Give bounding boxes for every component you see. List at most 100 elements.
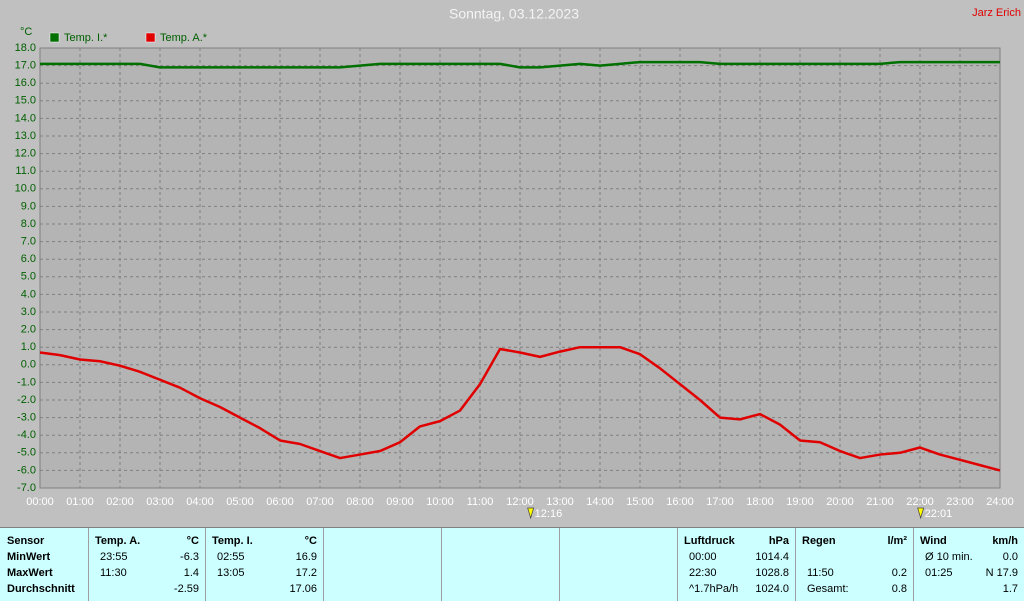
- y-tick-label: 11.0: [15, 165, 36, 177]
- table-cell: 0.0: [1002, 551, 1018, 563]
- y-tick-label: 0.0: [21, 359, 36, 371]
- y-tick-label: -5.0: [17, 447, 36, 459]
- separator: [795, 528, 796, 601]
- table-cell: 01:25: [925, 567, 953, 579]
- table-cell: 16.9: [295, 551, 317, 563]
- table-cell: Temp. A.: [95, 535, 141, 547]
- table-cell: 1024.0: [755, 583, 789, 595]
- y-tick-label: 12.0: [15, 148, 36, 160]
- y-tick-label: 5.0: [21, 271, 36, 283]
- table-cell: Gesamt:: [807, 583, 849, 595]
- separator: [677, 528, 678, 601]
- legend-label: Temp. I.*: [64, 32, 108, 44]
- y-tick-label: -3.0: [17, 412, 36, 424]
- x-tick-label: 08:00: [346, 496, 374, 508]
- y-tick-label: 10.0: [15, 183, 36, 195]
- x-tick-label: 11:00: [467, 496, 494, 508]
- table-cell: Wind: [920, 535, 947, 547]
- table-cell: Luftdruck: [684, 535, 735, 547]
- y-tick-label: 17.0: [15, 60, 36, 72]
- y-tick-label: 3.0: [21, 306, 36, 318]
- separator: [913, 528, 914, 601]
- x-tick-label: 03:00: [146, 496, 174, 508]
- table-cell: MinWert: [7, 551, 51, 563]
- x-tick-label: 21:00: [866, 496, 894, 508]
- time-marker-label: 22:01: [925, 508, 953, 520]
- table-cell: 22:30: [689, 567, 717, 579]
- table-cell: ^1.7hPa/h: [689, 583, 739, 595]
- y-tick-label: 4.0: [21, 288, 36, 300]
- y-axis-label: °C: [20, 26, 32, 38]
- time-marker-label: 12:16: [535, 508, 563, 520]
- table-cell: 17.2: [295, 567, 317, 579]
- x-tick-label: 17:00: [706, 496, 734, 508]
- separator: [88, 528, 89, 601]
- y-tick-label: 18.0: [15, 42, 36, 54]
- separator: [323, 528, 324, 601]
- table-cell: 23:55: [100, 551, 128, 563]
- y-tick-label: -7.0: [17, 482, 36, 494]
- table-cell: 0.2: [891, 567, 907, 579]
- separator: [559, 528, 560, 601]
- table-cell: 13:05: [217, 567, 245, 579]
- x-tick-label: 02:00: [106, 496, 134, 508]
- table-cell: 00:00: [689, 551, 717, 563]
- table-cell: 1.7: [1002, 583, 1018, 595]
- x-tick-label: 16:00: [666, 496, 694, 508]
- x-tick-label: 04:00: [186, 496, 214, 508]
- legend-label: Temp. A.*: [160, 32, 208, 44]
- y-tick-label: -6.0: [17, 464, 36, 476]
- x-tick-label: 05:00: [226, 496, 254, 508]
- x-tick-label: 19:00: [786, 496, 814, 508]
- table-cell: 11:30: [100, 567, 127, 579]
- stats-table: Sensor MinWert MaxWert Durchschnitt Temp. A.…: [0, 527, 1024, 601]
- legend-swatch: [49, 32, 60, 43]
- table-cell: Durchschnitt: [7, 583, 75, 595]
- y-tick-label: 9.0: [21, 200, 36, 212]
- separator: [205, 528, 206, 601]
- table-cell: -2.59: [173, 583, 199, 595]
- table-cell: l/m²: [887, 535, 907, 547]
- y-tick-label: -4.0: [17, 429, 36, 441]
- table-cell: 02:55: [217, 551, 245, 563]
- x-tick-label: 13:00: [546, 496, 574, 508]
- y-tick-label: 16.0: [15, 77, 36, 89]
- table-cell: °C: [186, 535, 199, 547]
- table-cell: 1.4: [183, 567, 199, 579]
- legend-swatch: [145, 32, 156, 43]
- time-marker: [917, 507, 925, 520]
- chart-title: Sonntag, 03.12.2023: [449, 6, 579, 22]
- x-tick-label: 15:00: [626, 496, 654, 508]
- y-tick-label: -2.0: [17, 394, 36, 406]
- table-cell: °C: [304, 535, 317, 547]
- table-cell: Ø 10 min.: [925, 551, 973, 563]
- y-tick-label: -1.0: [17, 376, 36, 388]
- y-tick-label: 13.0: [15, 130, 36, 142]
- table-cell: 1028.8: [755, 567, 789, 579]
- table-cell: Sensor: [7, 535, 45, 547]
- y-tick-label: 6.0: [21, 253, 36, 265]
- y-tick-label: 1.0: [21, 341, 36, 353]
- x-tick-label: 18:00: [746, 496, 774, 508]
- table-cell: Regen: [802, 535, 836, 547]
- table-cell: 1014.4: [755, 551, 789, 563]
- x-tick-label: 12:00: [506, 496, 534, 508]
- chart: Sonntag, 03.12.2023 Jarz Erich °C 18.0 17…: [15, 6, 1021, 520]
- author: Jarz Erich: [972, 7, 1021, 19]
- x-tick-label: 23:00: [946, 496, 974, 508]
- x-tick-label: 00:00: [26, 496, 54, 508]
- x-tick-label: 24:00: [986, 496, 1014, 508]
- x-tick-label: 14:00: [586, 496, 614, 508]
- table-cell: km/h: [992, 535, 1018, 547]
- table-cell: N 17.9: [985, 567, 1018, 579]
- x-tick-label: 22:00: [906, 496, 934, 508]
- table-cell: 0.8: [891, 583, 907, 595]
- series-line: [40, 60, 1000, 69]
- x-tick-label: 06:00: [266, 496, 294, 508]
- table-cell: 11:50: [807, 567, 834, 579]
- y-tick-label: 7.0: [21, 236, 36, 248]
- x-tick-label: 10:00: [426, 496, 454, 508]
- x-tick-label: 09:00: [386, 496, 414, 508]
- y-tick-label: 2.0: [21, 324, 36, 336]
